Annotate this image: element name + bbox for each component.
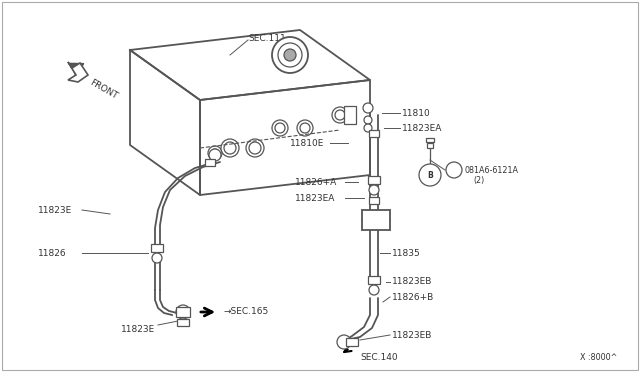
Circle shape [275, 123, 285, 133]
Bar [368, 176, 380, 184]
Circle shape [297, 120, 313, 136]
Bar [368, 276, 380, 284]
Circle shape [224, 142, 236, 154]
Circle shape [249, 142, 261, 154]
Text: 11810E: 11810E [290, 138, 324, 148]
Bar [369, 196, 379, 203]
Circle shape [272, 37, 308, 73]
Circle shape [363, 103, 373, 113]
Text: 11826: 11826 [38, 248, 67, 257]
Circle shape [209, 149, 221, 161]
Circle shape [369, 285, 379, 295]
Text: FRONT: FRONT [88, 78, 119, 101]
Polygon shape [200, 80, 370, 195]
Bar [151, 244, 163, 252]
Text: 11823EB: 11823EB [392, 278, 433, 286]
Bar [426, 138, 434, 142]
Circle shape [364, 124, 372, 132]
Bar [205, 158, 215, 166]
Bar [344, 106, 356, 124]
Text: 11823EB: 11823EB [392, 330, 433, 340]
Text: 11835: 11835 [392, 248, 420, 257]
Circle shape [446, 162, 462, 178]
Text: SEC.140: SEC.140 [360, 353, 397, 362]
Text: 11826+A: 11826+A [295, 177, 337, 186]
Text: 11810: 11810 [402, 109, 431, 118]
Bar [427, 142, 433, 148]
Circle shape [176, 305, 190, 319]
Circle shape [211, 149, 219, 157]
Circle shape [246, 139, 264, 157]
Circle shape [221, 139, 239, 157]
Bar [369, 129, 379, 137]
Circle shape [284, 49, 296, 61]
Text: 11826+B: 11826+B [392, 292, 435, 301]
Circle shape [278, 43, 302, 67]
Text: (2): (2) [473, 176, 484, 185]
Text: →SEC.165: →SEC.165 [223, 308, 268, 317]
Circle shape [369, 185, 379, 195]
Text: 11823E: 11823E [38, 205, 72, 215]
Bar [176, 307, 190, 317]
Text: SEC.111: SEC.111 [248, 33, 285, 42]
Text: X :8000^: X :8000^ [580, 353, 618, 362]
Circle shape [208, 146, 222, 160]
Circle shape [335, 110, 345, 120]
Polygon shape [68, 62, 88, 82]
Circle shape [419, 164, 441, 186]
Text: 11823EA: 11823EA [295, 193, 335, 202]
Text: 081A6-6121A: 081A6-6121A [465, 166, 519, 174]
Text: B: B [451, 166, 457, 174]
Text: B: B [427, 170, 433, 180]
Circle shape [337, 335, 351, 349]
Polygon shape [130, 30, 370, 100]
Text: 11823EA: 11823EA [402, 124, 442, 132]
Circle shape [300, 123, 310, 133]
Circle shape [364, 116, 372, 124]
Circle shape [272, 120, 288, 136]
Bar [346, 338, 358, 346]
Bar [177, 318, 189, 326]
FancyBboxPatch shape [362, 210, 390, 230]
Circle shape [152, 253, 162, 263]
Polygon shape [130, 50, 200, 195]
Text: 11823E: 11823E [121, 326, 155, 334]
Circle shape [332, 107, 348, 123]
